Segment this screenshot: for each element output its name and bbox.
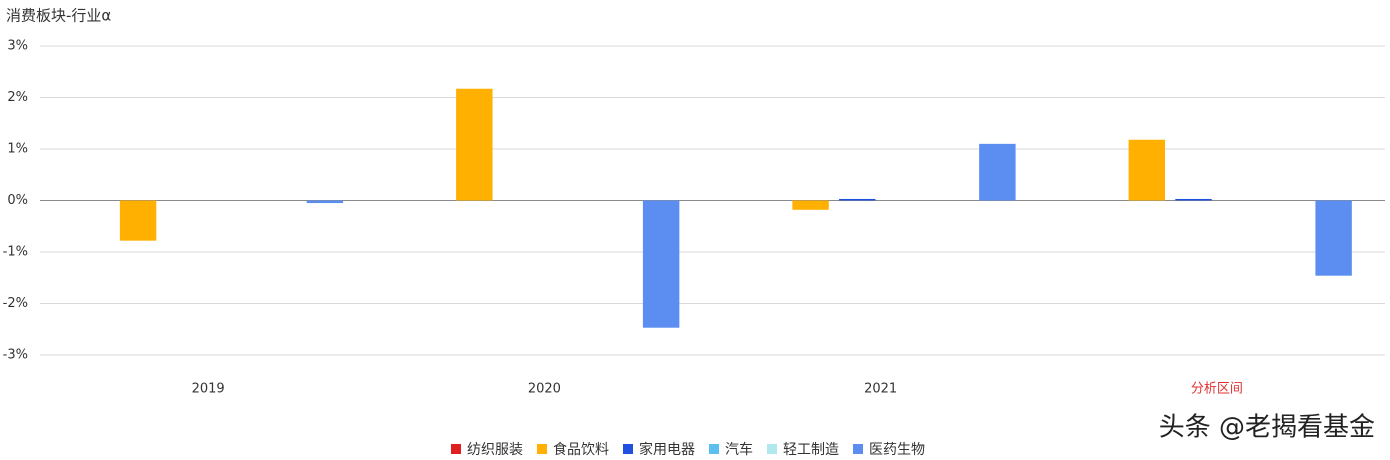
y-tick-label: -3% [3,348,28,363]
legend-swatch [767,444,777,454]
x-tick-label: 分析区间 [1191,382,1243,397]
bar [792,200,829,210]
bar [306,200,344,204]
y-tick-label: 3% [7,39,28,54]
y-tick-label: 2% [7,90,28,105]
bar [1128,139,1166,201]
legend-label: 汽车 [725,441,753,458]
bar [456,88,493,201]
y-tick-label: -2% [3,296,28,311]
legend-swatch [853,444,863,454]
bar [119,200,157,241]
x-tick-label: 2020 [528,382,561,397]
chart-title: 消费板块-行业α [6,7,111,25]
legend-swatch [623,444,633,454]
y-tick-label: 1% [7,142,28,157]
bar [979,143,1016,201]
y-tick-label: -1% [3,245,28,260]
bar [839,198,876,201]
legend-swatch [709,444,719,454]
bar [642,200,680,328]
legend-label: 家用电器 [639,441,695,458]
legend-swatch [451,444,461,454]
legend-label: 医药生物 [869,442,925,458]
bar [1175,198,1212,201]
legend-label: 轻工制造 [783,442,839,458]
legend-label: 食品饮料 [553,441,609,458]
x-tick-label: 2021 [864,382,897,397]
legend-label: 纺织服装 [467,442,523,458]
watermark: 头条 @老揭看基金 [1159,413,1375,443]
legend-swatch [537,444,547,454]
y-tick-label: 0% [7,193,28,208]
bar [1315,200,1352,276]
x-tick-label: 2019 [192,382,225,397]
